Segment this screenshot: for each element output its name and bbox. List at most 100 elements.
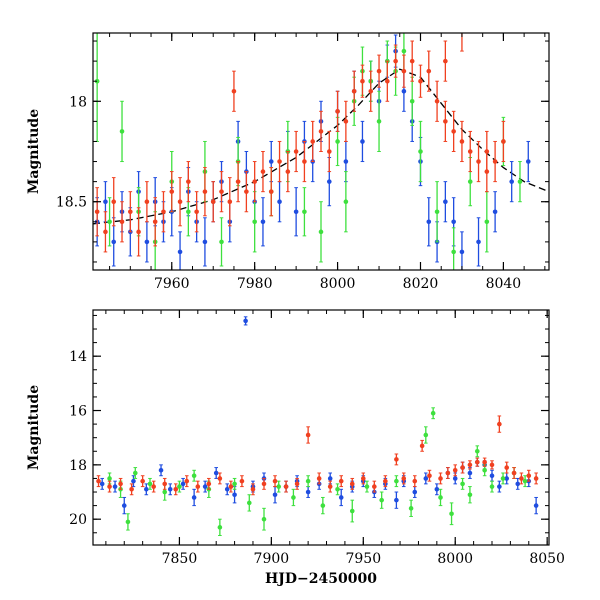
data-point [111,199,117,205]
x-tick-label: 8050 [529,551,565,567]
data-point [173,487,179,492]
data-point [489,462,495,468]
data-point [144,239,150,245]
x-tick-label: 7950 [345,551,381,567]
x-tick-label: 7980 [237,276,273,292]
data-point [244,189,249,194]
data-point [501,139,506,144]
data-point [326,149,332,154]
data-point [376,68,382,74]
data-point [476,239,481,245]
data-point [412,489,418,495]
data-point [372,484,377,489]
data-point [459,249,465,255]
data-point [438,495,443,500]
data-point [492,209,498,215]
data-point [310,139,316,144]
data-point [423,432,429,438]
model-curve [93,68,549,225]
data-point [368,88,374,94]
data-point [338,495,344,500]
y-axis-title: Magnitude [26,109,42,194]
data-point [497,484,502,489]
data-point [213,470,219,476]
data-point [107,476,112,481]
series-2 [96,415,539,496]
data-point [419,443,425,449]
data-point [293,149,299,154]
data-point [252,219,257,225]
data-point [393,58,398,64]
data-point [118,481,123,487]
y-tick-label: 20 [69,512,87,528]
data-point [500,476,506,481]
data-point [515,481,521,487]
data-point [305,432,311,438]
data-point [401,68,407,74]
data-point [504,476,510,481]
data-point [131,478,136,484]
data-point [383,478,388,484]
x-tick-label: 7850 [162,551,198,567]
data-point [144,199,150,205]
data-point [202,484,208,489]
x-tick-label: 7960 [154,276,190,292]
data-point [482,459,487,465]
x-tick-label: 8000 [437,551,473,567]
data-point [285,169,291,174]
data-point [184,478,190,484]
data-point [272,478,278,484]
data-point [401,476,407,481]
data-point [484,219,490,225]
data-point [302,209,307,215]
data-point [438,476,443,481]
data-point [451,249,456,255]
data-point [327,484,333,489]
data-point [533,476,539,481]
data-point [305,478,311,484]
data-point [409,98,415,104]
data-point [202,239,208,245]
data-point [103,229,108,235]
data-point [318,129,324,134]
data-point [460,481,465,487]
data-point [418,78,423,84]
data-point [434,98,440,104]
data-point [162,489,168,495]
data-point [335,139,340,144]
data-point [343,119,349,124]
axes-frame [92,309,550,546]
data-point [202,189,208,194]
plot-area [93,19,549,270]
data-point [394,457,399,462]
data-point [177,199,183,205]
data-point [94,78,100,84]
data-point [128,209,133,215]
data-point [194,209,199,215]
data-point [526,473,532,479]
data-point [349,481,355,487]
data-point [191,495,197,500]
data-point [261,481,267,487]
data-point [449,511,454,517]
data-point [235,179,241,184]
data-point [260,219,266,225]
data-point [460,19,465,24]
y-tick-label: 18.5 [56,195,87,211]
data-point [474,448,480,454]
data-point [349,508,355,514]
data-point [423,476,429,481]
data-point [103,199,108,205]
data-point [418,149,423,154]
data-point [443,58,448,64]
data-point [152,219,158,225]
data-point [360,78,365,84]
data-point [351,88,357,94]
data-point [291,495,296,500]
data-point [283,484,289,489]
data-point [129,487,134,492]
series-0 [99,316,539,515]
data-point [476,159,481,164]
data-point [191,473,197,479]
